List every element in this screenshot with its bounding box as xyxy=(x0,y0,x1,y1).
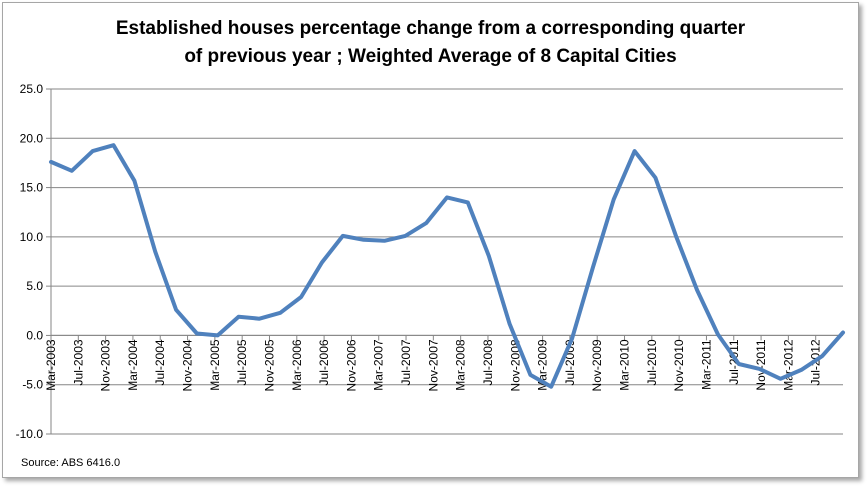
chart-frame: Established houses percentage change fro… xyxy=(2,2,859,478)
x-tick-label: Nov-2003 xyxy=(99,339,113,391)
x-tick-label: Mar-2005 xyxy=(208,339,222,391)
x-tick-label: Mar-2011 xyxy=(699,339,713,390)
y-tick-label: 15.0 xyxy=(20,181,44,195)
y-tick-label: 5.0 xyxy=(26,279,43,293)
source-note: Source: ABS 6416.0 xyxy=(21,457,121,469)
x-tick-label: Nov-2009 xyxy=(590,339,604,391)
x-tick-label: Jul-2003 xyxy=(71,339,85,385)
y-axis-ticks: 25.0 20.0 15.0 10.0 5.0 0.0 -5.0 -10.0 xyxy=(16,82,51,441)
y-tick-label: 10.0 xyxy=(20,230,44,244)
x-tick-label: Mar-2004 xyxy=(126,339,140,391)
x-tick-label: Mar-2006 xyxy=(290,339,304,391)
x-tick-label: Mar-2008 xyxy=(454,339,468,391)
x-tick-label: Mar-2010 xyxy=(618,339,632,391)
x-tick-label: Nov-2005 xyxy=(262,339,276,391)
line-chart: 25.0 20.0 15.0 10.0 5.0 0.0 -5.0 -10.0 Mar-2003… xyxy=(16,82,845,441)
x-tick-label: Jul-2010 xyxy=(645,339,659,385)
axes xyxy=(50,89,843,435)
y-tick-label: 20.0 xyxy=(20,131,44,145)
x-tick-label: Nov-2011 xyxy=(754,339,768,390)
x-tick-label: Jul-2004 xyxy=(153,339,167,385)
y-tick-label: -5.0 xyxy=(22,378,43,392)
chart-title-line-2: of previous year ; Weighted Average of 8… xyxy=(184,46,677,67)
x-tick-label: Nov-2004 xyxy=(181,339,195,391)
x-tick-label: Mar-2012 xyxy=(781,339,795,391)
x-tick-label: Mar-2003 xyxy=(44,339,58,391)
y-tick-label: 0.0 xyxy=(26,328,43,342)
series-group xyxy=(49,143,845,389)
x-tick-label: Jul-2007 xyxy=(399,339,413,385)
x-tick-label: Mar-2007 xyxy=(372,339,386,391)
x-tick-label: Nov-2008 xyxy=(508,339,522,391)
y-tick-label: -10.0 xyxy=(16,427,44,441)
x-tick-label: Jul-2008 xyxy=(481,339,495,385)
series-line xyxy=(49,143,845,389)
chart-title: Established houses percentage change fro… xyxy=(3,15,858,71)
x-tick-label: Nov-2006 xyxy=(344,339,358,391)
x-tick-label: Jul-2005 xyxy=(235,339,249,385)
x-tick-label: Nov-2010 xyxy=(672,339,686,391)
x-axis-ticks: Mar-2003 Jul-2003 Nov-2003 Mar-2004 Jul-2004… xyxy=(44,335,823,391)
x-tick-label: Nov-2007 xyxy=(426,339,440,391)
x-tick-label: Jul-2006 xyxy=(317,339,331,385)
chart-title-line-1: Established houses percentage change fro… xyxy=(115,18,746,39)
y-tick-label: 25.0 xyxy=(20,82,44,96)
